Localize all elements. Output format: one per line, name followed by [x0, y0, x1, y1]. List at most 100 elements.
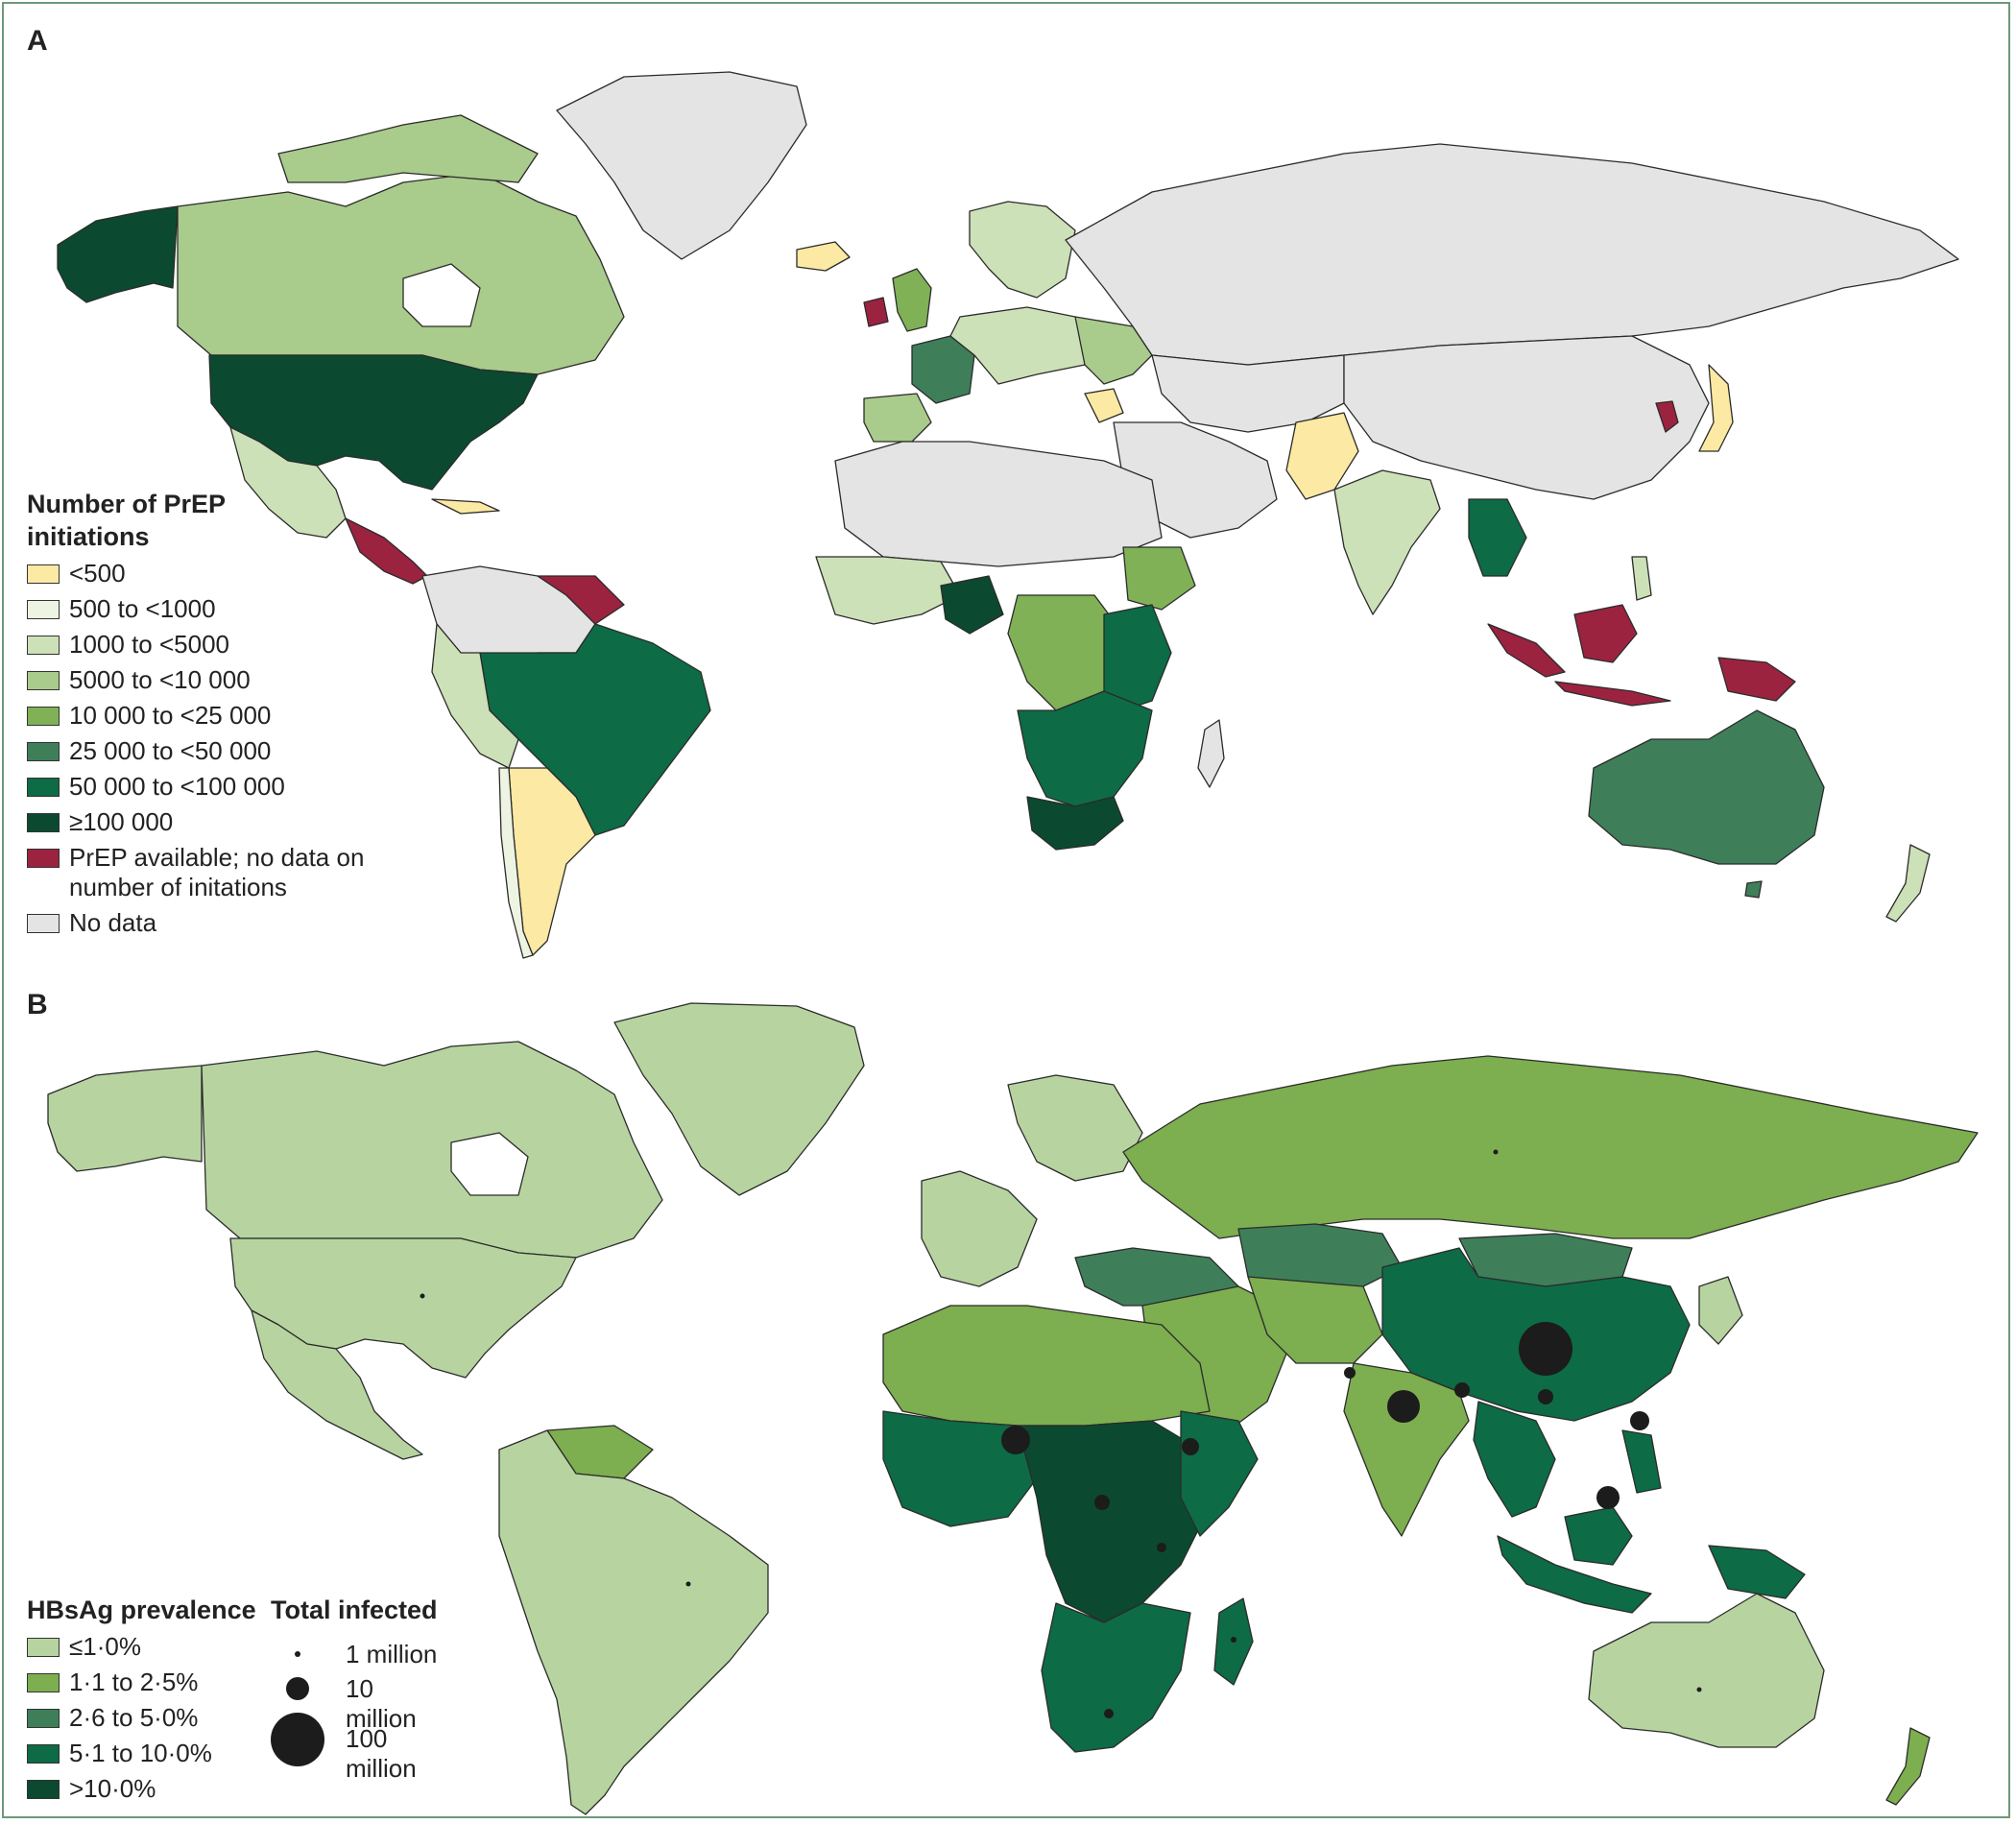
bubble-legend-1m-dot	[295, 1651, 300, 1657]
region-peru	[431, 623, 519, 769]
hbsag-legend: HBsAg prevalence ≤1·0% 1·1 to 2·5% 2·6 to …	[27, 1594, 256, 1804]
bubble-legend-10m-label: 10 million	[346, 1674, 417, 1733]
prep-legend-title-line-2: initiations	[27, 522, 150, 551]
region-central-europe	[949, 306, 1105, 385]
hbsag-legend-swatch	[27, 1673, 60, 1692]
region-south-america	[498, 1429, 769, 1815]
hbsag-legend-item: >10·0%	[27, 1774, 256, 1804]
prep-legend-item: ≥100 000	[27, 807, 386, 837]
total-infected-legend-title: Total infected	[271, 1596, 438, 1624]
prep-legend-label: 25 000 to <50 000	[69, 736, 272, 765]
region-new-zealand	[1885, 844, 1931, 923]
hbsag-bubbles	[420, 1149, 1702, 1718]
prep-legend-swatch	[27, 914, 60, 933]
hbsag-prevalence-map	[47, 1002, 1979, 1815]
prep-legend-swatch	[27, 778, 60, 797]
region-borneo	[1564, 1506, 1633, 1566]
region-greece	[1084, 388, 1124, 423]
prep-legend-label: 50 000 to <100 000	[69, 772, 285, 801]
prep-legend-item: 5000 to <10 000	[27, 665, 386, 695]
region-chile	[498, 767, 534, 959]
prep-initiations-map	[57, 71, 1959, 959]
region-ethiopia	[1122, 546, 1196, 611]
hbsag-legend-title: HBsAg prevalence	[27, 1596, 256, 1624]
region-russia	[1065, 143, 1959, 366]
region-korea	[1655, 400, 1679, 433]
bubble-drc	[1094, 1495, 1110, 1510]
prep-legend-item: 1000 to <5000	[27, 630, 386, 660]
hbsag-legend-item: 5·1 to 10·0%	[27, 1739, 256, 1768]
bubble-indonesia	[1596, 1486, 1620, 1509]
region-new-zealand	[1885, 1727, 1931, 1806]
hbsag-legend-swatch	[27, 1744, 60, 1764]
bubble-pakistan	[1344, 1367, 1356, 1379]
region-korea-japan	[1698, 1276, 1743, 1345]
region-alaska	[47, 1065, 203, 1172]
prep-legend-swatch	[27, 564, 60, 584]
bubble-china	[1519, 1322, 1572, 1376]
total-infected-legend: Total infected 1 million 10 million 100 …	[271, 1594, 438, 1783]
bubble-ethiopia	[1182, 1438, 1199, 1455]
bubble-legend-row-100m: 100 million	[271, 1711, 438, 1783]
region-sumatra	[1487, 623, 1566, 678]
region-new-guinea	[1717, 657, 1796, 702]
region-se-asia-mainland	[1468, 498, 1527, 577]
prep-legend-label: ≥100 000	[69, 807, 174, 836]
region-scandinavia	[969, 201, 1076, 299]
bubble-brazil	[685, 1581, 691, 1587]
prep-legend-item: PrEP available; no data on number of ini…	[27, 843, 386, 902]
region-australia	[1588, 709, 1825, 865]
region-philippines	[1631, 556, 1652, 601]
bubble-legend-100m-label: 100 million	[346, 1724, 417, 1783]
region-india	[1343, 1362, 1470, 1537]
region-cuba	[431, 498, 500, 515]
bubble-bangladesh	[1454, 1382, 1470, 1398]
bubble-australia	[1696, 1687, 1702, 1692]
region-canada	[177, 172, 625, 375]
region-scandinavia	[1007, 1074, 1143, 1182]
prep-legend-title-line-1: Number of PrEP	[27, 490, 227, 518]
bubble-south-africa	[1104, 1709, 1114, 1718]
region-greenland	[613, 1002, 865, 1196]
bubble-nigeria	[1001, 1426, 1030, 1454]
prep-legend-swatch	[27, 813, 60, 832]
region-europe-west	[921, 1170, 1038, 1287]
hbsag-legend-item: 1·1 to 2·5%	[27, 1668, 256, 1697]
region-borneo	[1573, 604, 1638, 663]
region-brazil	[479, 623, 711, 836]
prep-legend-item: <500	[27, 559, 386, 588]
prep-legend-swatch	[27, 671, 60, 690]
hbsag-legend-label: 2·6 to 5·0%	[69, 1703, 199, 1732]
prep-legend-item: No data	[27, 908, 386, 938]
prep-legend-swatch	[27, 636, 60, 655]
bubble-legend-row-1m: 1 million	[271, 1640, 438, 1672]
prep-legend-label: 10 000 to <25 000	[69, 701, 272, 730]
bubble-legend-100m-dot	[271, 1713, 324, 1766]
prep-legend-item: 500 to <1000	[27, 594, 386, 624]
hbsag-legend-swatch	[27, 1638, 60, 1657]
region-west-africa	[815, 556, 961, 625]
region-greenland	[556, 71, 807, 260]
region-china-mongolia	[1343, 335, 1710, 500]
bubble-tanzania	[1157, 1543, 1166, 1552]
region-indonesia	[1497, 1535, 1652, 1614]
region-east-africa	[1180, 1410, 1259, 1537]
region-hudson-bay	[402, 263, 481, 327]
bubble-legend-10m-dot	[286, 1677, 309, 1700]
region-south-africa	[1026, 796, 1124, 851]
region-philippines	[1621, 1429, 1662, 1494]
prep-legend-label: PrEP available; no data on number of ini…	[69, 843, 365, 901]
region-canada	[201, 1041, 663, 1259]
prep-legend-item: 50 000 to <100 000	[27, 772, 386, 802]
bubble-india	[1387, 1390, 1420, 1423]
prep-legend-item: 10 000 to <25 000	[27, 701, 386, 731]
region-russia	[1122, 1055, 1979, 1239]
hbsag-legend-swatch	[27, 1709, 60, 1728]
region-java	[1554, 681, 1671, 707]
prep-legend-swatch	[27, 707, 60, 726]
prep-legend-label: 1000 to <5000	[69, 630, 229, 659]
hbsag-legend-swatch	[27, 1780, 60, 1799]
prep-legend-swatch	[27, 849, 60, 868]
region-alaska	[57, 205, 179, 303]
